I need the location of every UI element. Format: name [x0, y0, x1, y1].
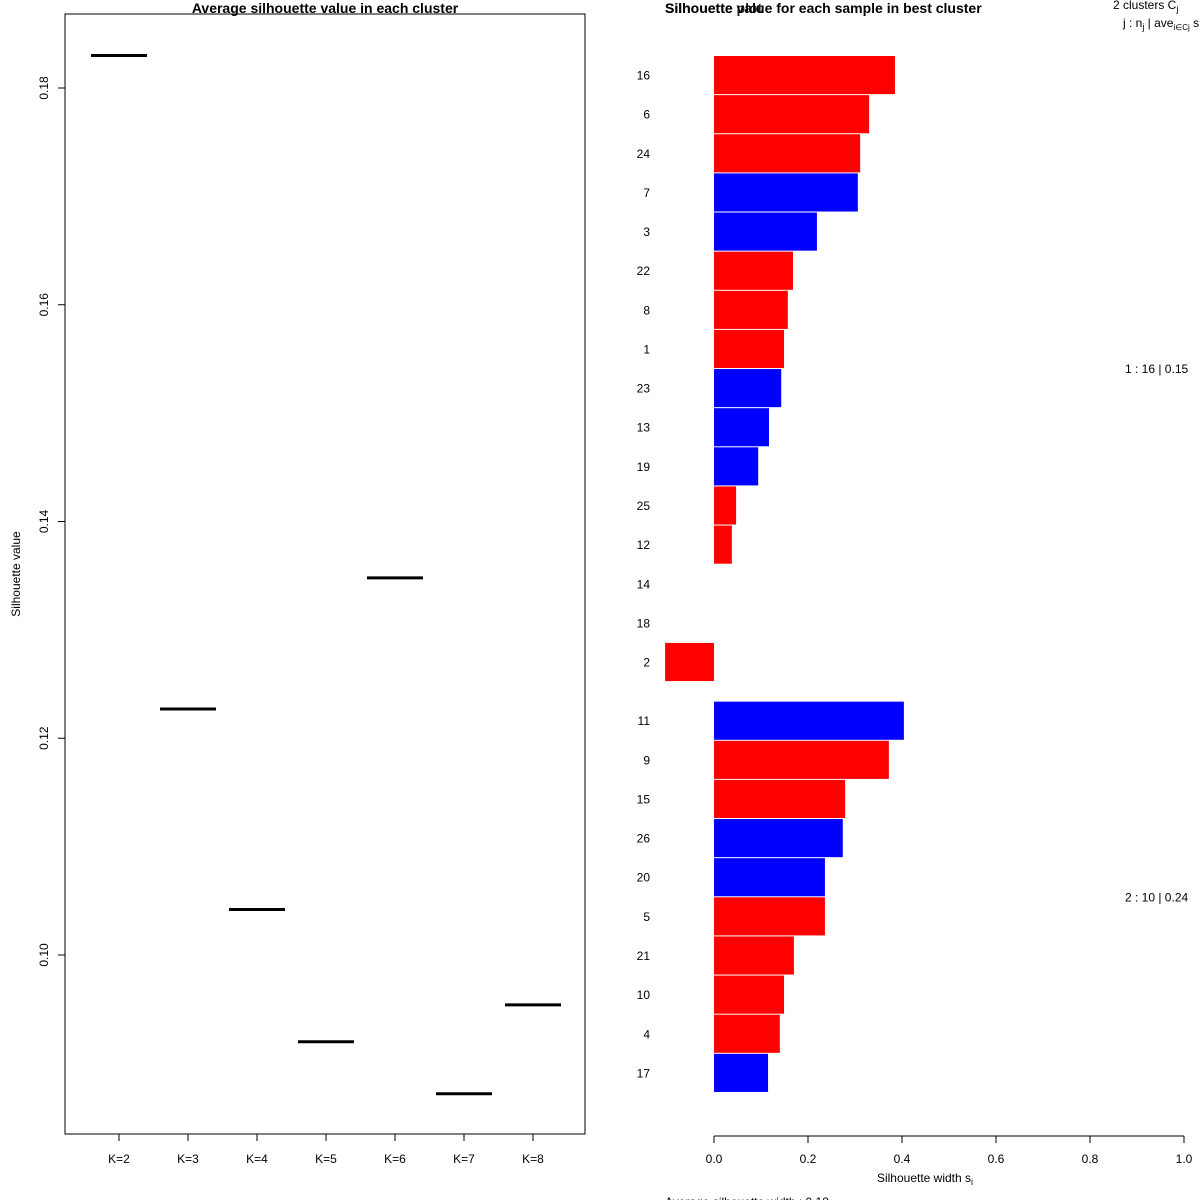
silhouette-bar [714, 408, 769, 447]
sample-label: 13 [637, 421, 651, 435]
sample-label: 20 [637, 871, 651, 885]
silhouette-bar [714, 819, 843, 858]
left-marks [91, 53, 561, 1096]
sample-label: 8 [643, 303, 650, 317]
sample-label: 24 [637, 147, 651, 161]
silhouette-bar [714, 1053, 769, 1092]
left-x-tick-label: K=7 [453, 1152, 475, 1166]
sample-label: 21 [637, 949, 651, 963]
left-y-axis: 0.10 0.12 0.14 0.16 0.18 [37, 76, 66, 967]
left-x-tick-label: K=8 [522, 1152, 544, 1166]
silhouette-bar [714, 329, 785, 369]
sample-label: 9 [643, 753, 650, 767]
silhouette-bar [665, 642, 714, 682]
left-y-tick-label: 0.18 [37, 76, 51, 100]
right-x-tick-label: 0.6 [988, 1152, 1005, 1166]
sample-label: 11 [638, 714, 651, 728]
average-silhouette-footer: Average silhouette width : 0.18 [665, 1195, 829, 1200]
left-y-tick-label: 0.14 [37, 509, 51, 533]
silhouette-bar [714, 95, 870, 134]
left-x-tick-label: K=6 [384, 1152, 406, 1166]
header-line1-text: 2 clusters C [1113, 0, 1177, 12]
sample-label: 16 [637, 69, 651, 83]
right-x-axis-label: Silhouette width si [877, 1171, 973, 1187]
silhouette-bar [714, 897, 825, 936]
right-x-tick-label: 0.0 [706, 1152, 723, 1166]
silhouette-bar [714, 173, 858, 212]
sample-label: 18 [637, 616, 651, 630]
silhouette-bar [714, 251, 793, 290]
left-y-tick-label: 0.16 [37, 293, 51, 317]
silhouette-bar [714, 486, 737, 525]
sample-label: 10 [637, 988, 651, 1002]
right-chart: Silhouette plot Silhouette value for eac… [637, 0, 1200, 1200]
sample-label: 2 [643, 656, 650, 670]
left-chart: Average silhouette value in each cluster… [9, 0, 586, 1166]
header-line2-text: j : n [1122, 16, 1142, 30]
sample-label: 5 [643, 910, 650, 924]
header-line1-sub: j [1175, 4, 1178, 14]
sample-label: 23 [637, 382, 651, 396]
sample-label: 12 [637, 538, 651, 552]
right-bars [665, 56, 904, 1092]
silhouette-bar [714, 369, 782, 408]
right-chart-title-overlap: Silhouette plot [665, 0, 763, 16]
right-x-tick-label: 0.4 [894, 1152, 911, 1166]
left-y-tick-label: 0.12 [37, 726, 51, 750]
sample-label: 19 [637, 460, 651, 474]
right-x-axis: 0.0 0.2 0.4 0.6 0.8 1.0 [706, 1135, 1193, 1166]
right-x-tick-label: 0.8 [1082, 1152, 1099, 1166]
left-y-axis-label: Silhouette value [9, 531, 23, 617]
cluster-summary-label: 1 : 16 | 0.15 [1125, 362, 1188, 376]
sample-label: 14 [637, 577, 651, 591]
silhouette-bar [714, 936, 794, 975]
left-x-tick-label: K=3 [177, 1152, 199, 1166]
right-x-tick-label: 0.2 [800, 1152, 817, 1166]
cluster-header-line2: j : nj | avei∈Cj s [1122, 16, 1199, 32]
silhouette-bar [714, 701, 904, 740]
left-plot-frame [64, 13, 586, 1135]
x-axis-label-text: Silhouette width s [877, 1171, 971, 1185]
sample-label: 25 [637, 499, 651, 513]
sample-label: 1 [643, 342, 650, 356]
sample-label: 15 [637, 792, 651, 806]
left-x-tick-label: K=4 [246, 1152, 268, 1166]
silhouette-bar [714, 1014, 780, 1053]
silhouette-bar [714, 56, 895, 95]
header-line2-mid: | ave [1144, 16, 1173, 30]
silhouette-bar [714, 525, 732, 564]
right-cluster-labels: 1 : 16 | 0.15 2 : 10 | 0.24 [1125, 362, 1188, 904]
right-sample-labels: 16 6 24 7 3 22 8 1 23 13 19 25 12 14 18 2 11 9 15 26 20 5 21 10… [637, 69, 651, 1081]
right-chart-title: Silhouette value for each sample in best… [665, 0, 982, 16]
silhouette-bar [714, 858, 825, 897]
x-axis-label-sub: i [971, 1177, 973, 1187]
sample-label: 22 [637, 264, 651, 278]
sample-label: 4 [643, 1027, 650, 1041]
left-x-tick-label: K=5 [315, 1152, 337, 1166]
header-line2-sub1: j [1141, 22, 1144, 32]
sample-label: 26 [637, 832, 651, 846]
cluster-header-line1: 2 clusters Cj [1113, 0, 1178, 14]
left-x-tick-label: K=2 [108, 1152, 130, 1166]
sample-label: 3 [643, 225, 650, 239]
silhouette-bar [714, 134, 861, 173]
header-line2-end: s [1190, 16, 1199, 30]
silhouette-bar [714, 447, 759, 486]
silhouette-bar [714, 290, 788, 329]
sample-label: 6 [643, 108, 650, 122]
header-line2-sub2: i∈Cj [1173, 23, 1190, 32]
silhouette-bar [714, 740, 889, 779]
right-x-tick-label: 1.0 [1176, 1152, 1193, 1166]
sample-label: 17 [637, 1066, 651, 1080]
sample-label: 7 [643, 186, 650, 200]
left-x-axis: K=2 K=3 K=4 K=5 K=6 K=7 K=8 [108, 1133, 544, 1166]
silhouette-bar [714, 975, 785, 1014]
left-chart-title: Average silhouette value in each cluster [192, 0, 459, 16]
silhouette-bar [714, 212, 817, 251]
left-y-tick-label: 0.10 [37, 943, 51, 967]
cluster-summary-label: 2 : 10 | 0.24 [1125, 890, 1188, 904]
silhouette-bar [714, 779, 846, 819]
